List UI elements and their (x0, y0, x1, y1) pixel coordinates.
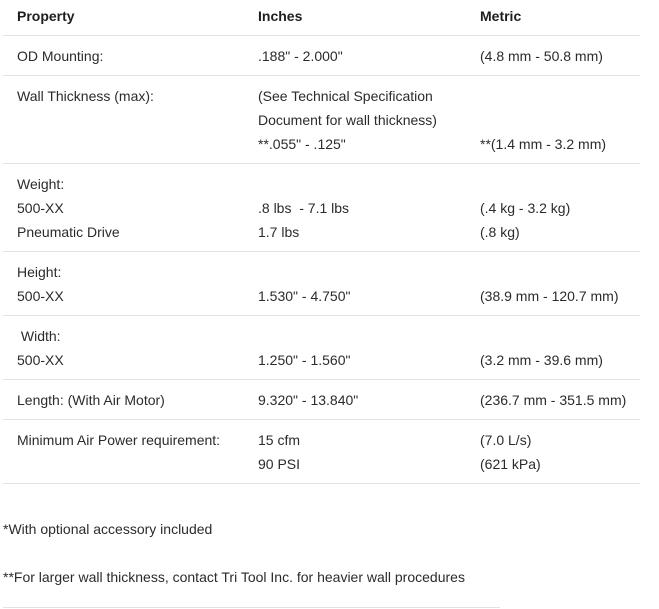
inches-line: Document for wall thickness) (258, 112, 437, 128)
cell-property: Weight: 500-XX Pneumatic Drive (3, 172, 258, 244)
cell-property: Minimum Air Power requirement: ​ (3, 428, 258, 476)
metric-line: (7.0 L/s) (480, 432, 532, 448)
metric-line: **(1.4 mm - 3.2 mm) (480, 136, 607, 152)
metric-line: ​ (480, 84, 640, 108)
cell-metric: ​​ **(1.4 mm - 3.2 mm) (480, 84, 640, 156)
inches-line: .8 lbs - 7.1 lbs (258, 200, 350, 216)
footnote-accessory: *With optional accessory included (3, 521, 213, 537)
header-metric: Metric (480, 8, 522, 24)
metric-line: (3.2 mm - 39.6 mm) (480, 352, 603, 368)
inches-line: ​ (258, 324, 480, 348)
inches-line: ​ (258, 260, 480, 284)
cell-property: OD Mounting: (3, 44, 258, 68)
inches-line: 9.320" - 13.840" (258, 392, 359, 408)
inches-line: 15 cfm (258, 432, 301, 448)
property-line: Height: (17, 264, 62, 280)
property-line: OD Mounting: (17, 48, 104, 64)
cell-inches: ​ 1.250" - 1.560" (258, 324, 480, 372)
footnote-wall-thickness: **For larger wall thickness, contact Tri… (3, 569, 465, 585)
table-row: Weight: 500-XX Pneumatic Drive ​ .8 lbs - 7.… (3, 164, 640, 252)
metric-line: (236.7 mm - 351.5 mm) (480, 392, 627, 408)
header-inches: Inches (258, 8, 303, 24)
property-line: ​ (17, 452, 258, 476)
inches-line: 90 PSI (258, 456, 301, 472)
inches-line: **.055" - .125" (258, 136, 346, 152)
table-row: Minimum Air Power requirement: ​15 cfm 90 … (3, 420, 640, 484)
cell-metric: ​ (3.2 mm - 39.6 mm) (480, 324, 640, 372)
table-row: Length: (With Air Motor) 9.320" - 13.840"… (3, 380, 640, 420)
cell-metric: (236.7 mm - 351.5 mm) (480, 388, 640, 412)
cell-property: Width: 500-XX (3, 324, 258, 372)
cell-inches: 9.320" - 13.840" (258, 388, 480, 412)
property-line: Wall Thickness (max): (17, 88, 154, 104)
metric-line: ​ (480, 108, 640, 132)
cell-inches: ​ .8 lbs - 7.1 lbs 1.7 lbs (258, 172, 480, 244)
property-line: Weight: (17, 176, 65, 192)
spec-table: Property Inches Metric OD Mounting: .188"… (3, 0, 640, 484)
inches-line: (See Technical Specification (258, 88, 433, 104)
cell-inches: (See Technical Specification Document for… (258, 84, 480, 156)
cell-metric: ​ (38.9 mm - 120.7 mm) (480, 260, 640, 308)
property-line: Pneumatic Drive (17, 224, 120, 240)
cell-metric: (4.8 mm - 50.8 mm) (480, 44, 640, 68)
header-property: Property (17, 8, 75, 24)
metric-line: ​ (480, 172, 640, 196)
cell-property: Length: (With Air Motor) (3, 388, 258, 412)
inches-line: 1.250" - 1.560" (258, 352, 351, 368)
metric-line: (.8 kg) (480, 224, 520, 240)
cell-inches: ​ 1.530" - 4.750" (258, 260, 480, 308)
inches-line: .188" - 2.000" (258, 48, 343, 64)
metric-line: (38.9 mm - 120.7 mm) (480, 288, 619, 304)
metric-line: (621 kPa) (480, 456, 541, 472)
cell-metric: (7.0 L/s) (621 kPa) (480, 428, 640, 476)
property-line: 500-XX (17, 288, 64, 304)
table-row: Wall Thickness (max):​​(See Technical Sp… (3, 76, 640, 164)
property-line: ​ (17, 132, 258, 156)
table-header: Property Inches Metric (3, 0, 640, 36)
cell-metric: ​ (.4 kg - 3.2 kg) (.8 kg) (480, 172, 640, 244)
cell-property: Wall Thickness (max): ​​ (3, 84, 258, 156)
inches-line: 1.530" - 4.750" (258, 288, 351, 304)
property-line: ​ (17, 108, 258, 132)
table-row: OD Mounting: .188" - 2.000" (4.8 mm - 50.8… (3, 36, 640, 76)
property-line: Width: (17, 328, 61, 344)
metric-line: (.4 kg - 3.2 kg) (480, 200, 571, 216)
cell-inches: .188" - 2.000" (258, 44, 480, 68)
divider (3, 607, 500, 608)
cell-inches: 15 cfm 90 PSI (258, 428, 480, 476)
metric-line: (4.8 mm - 50.8 mm) (480, 48, 603, 64)
property-line: Length: (With Air Motor) (17, 392, 165, 408)
inches-line: ​ (258, 172, 480, 196)
property-line: 500-XX (17, 352, 64, 368)
property-line: 500-XX (17, 200, 64, 216)
cell-property: Height: 500-XX (3, 260, 258, 308)
metric-line: ​ (480, 260, 640, 284)
property-line: Minimum Air Power requirement: (17, 432, 221, 448)
inches-line: 1.7 lbs (258, 224, 300, 240)
table-row: Width:500-XX​1.250" - 1.560"​(3.2 mm - 3… (3, 316, 640, 380)
table-row: Height:500-XX​1.530" - 4.750"​(38.9 mm -… (3, 252, 640, 316)
metric-line: ​ (480, 324, 640, 348)
